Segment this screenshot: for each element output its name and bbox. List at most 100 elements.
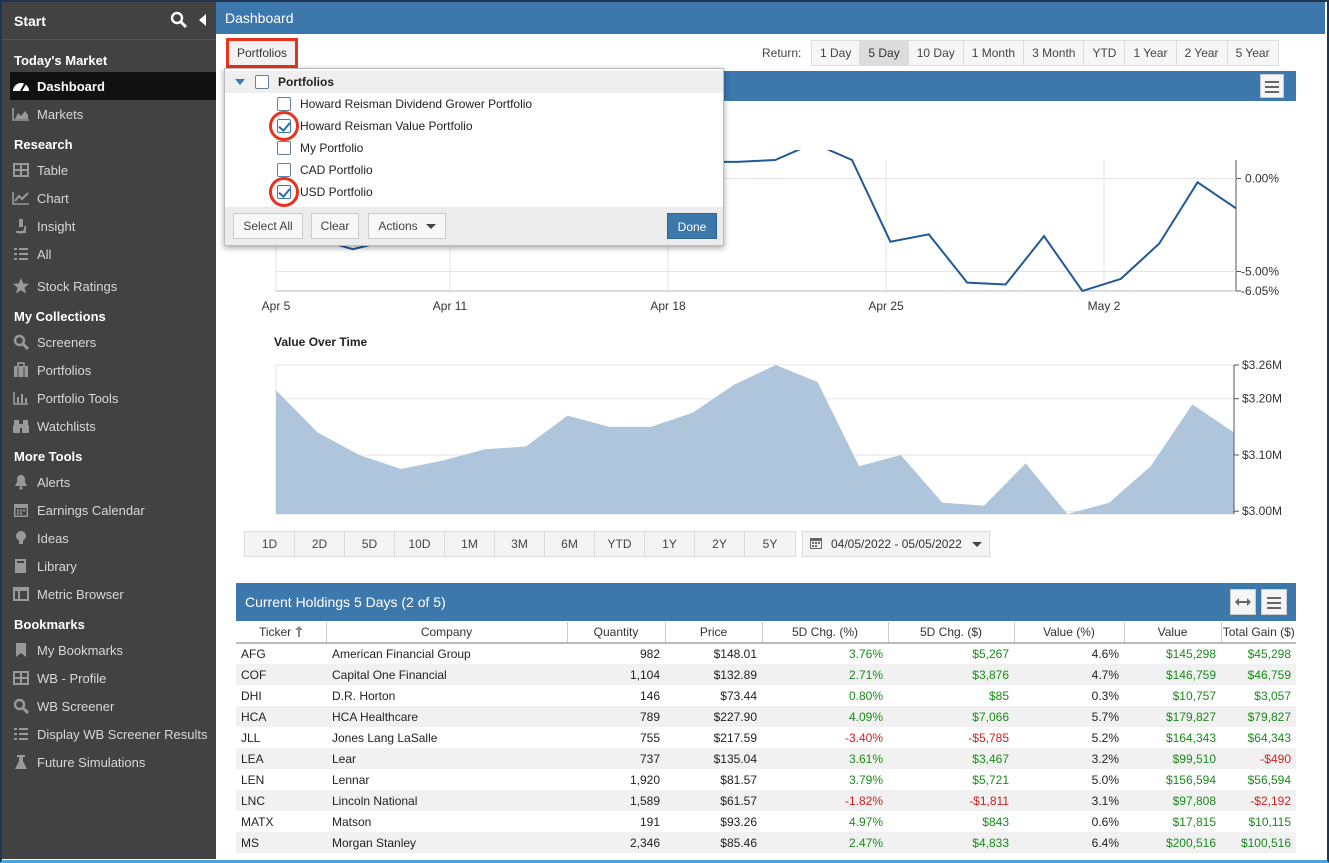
collapse-arrow-icon[interactable] (235, 79, 245, 85)
sidebar-item-label: Portfolios (37, 362, 92, 378)
tab-2-year[interactable]: 2 Year (1176, 41, 1228, 65)
select-all-checkbox[interactable] (255, 75, 269, 89)
select-all-button[interactable]: Select All (233, 213, 303, 239)
book-icon (12, 558, 30, 574)
actions-label: Actions (378, 219, 418, 233)
sidebar-item-table[interactable]: Table (2, 156, 216, 184)
done-button[interactable]: Done (667, 213, 717, 239)
column-header-label: Total Gain ($) (1222, 625, 1295, 639)
sidebar-item-chart[interactable]: Chart (2, 184, 216, 212)
table-header-row: Ticker Company Quantity Price 5D Chg. (%) 5D… (236, 622, 1296, 644)
portfolio-option[interactable]: Howard Reisman Value Portfolio (277, 116, 473, 136)
table-cell: AFG (241, 647, 266, 661)
range-tabs: 1D 2D 5D 10D 1M 3M 6M YTD 1Y 2Y 5Y (244, 531, 796, 557)
table-cell: $843 (982, 814, 1009, 829)
sidebar-item-insight[interactable]: Insight (2, 212, 216, 240)
sort-ascending-icon[interactable] (291, 625, 303, 639)
sidebar-item-portfolio-tools[interactable]: Portfolio Tools (2, 384, 216, 412)
portfolio-option-label: Howard Reisman Dividend Grower Portfolio (300, 97, 533, 111)
table-cell: $97,808 (1124, 790, 1221, 811)
table-cell: $3,876 (888, 664, 1014, 685)
tab-1-day[interactable]: 1 Day (812, 41, 861, 65)
column-header-quantity[interactable]: Quantity (567, 622, 666, 644)
portfolios-button[interactable]: Portfolios (226, 38, 298, 68)
column-header-5d-chg[interactable]: 5D Chg. ($) (888, 622, 1015, 644)
sidebar-item-alerts[interactable]: Alerts (2, 468, 216, 496)
sidebar-item-wb-profile[interactable]: WB - Profile (2, 664, 216, 692)
tab-5-day[interactable]: 5 Day (860, 41, 909, 65)
collapse-sidebar-icon[interactable] (199, 14, 206, 26)
chevron-down-icon (971, 541, 982, 547)
table-row[interactable]: AFG American Financial Group 982 $148.01 3.7… (236, 643, 1296, 664)
tab-1-month[interactable]: 1 Month (963, 41, 1025, 65)
portfolio-checkbox[interactable] (277, 141, 291, 155)
portfolio-option[interactable]: Howard Reisman Dividend Grower Portfolio (277, 94, 532, 114)
table-cell: 0.80% (848, 688, 883, 703)
chart-menu-button[interactable] (1260, 74, 1284, 98)
x-tick-label: Apr 18 (650, 299, 686, 313)
sidebar-item-watchlists[interactable]: Watchlists (2, 412, 216, 440)
sidebar-item-screeners[interactable]: Screeners (2, 328, 216, 356)
column-header-value[interactable]: Value (1124, 622, 1222, 644)
portfolio-option[interactable]: My Portfolio (277, 138, 363, 158)
date-range-picker[interactable]: 04/05/2022 - 05/05/2022 (802, 531, 990, 557)
column-header-price[interactable]: Price (665, 622, 763, 644)
range-tab-10d[interactable]: 10D (395, 532, 445, 556)
table-row[interactable]: HCA HCA Healthcare 789 $227.90 4.09% $7,066 5.… (236, 706, 1296, 727)
table-row[interactable]: JLL Jones Lang LaSalle 755 $217.59 -3.40% -$5… (236, 727, 1296, 748)
tab-3-month[interactable]: 3 Month (1024, 41, 1085, 65)
column-header-label: 5D Chg. (%) (791, 625, 859, 639)
sidebar-item-future-simulations[interactable]: Future Simulations (2, 748, 216, 776)
sidebar-item-my-bookmarks[interactable]: My Bookmarks (2, 636, 216, 664)
tab-1-year[interactable]: 1 Year (1125, 41, 1177, 65)
sidebar-item-display-wb-screener-results[interactable]: Display WB Screener Results (2, 720, 216, 748)
actions-button[interactable]: Actions (368, 213, 446, 239)
range-tab-1y[interactable]: 1Y (645, 532, 695, 556)
column-header-ticker[interactable]: Ticker (236, 622, 327, 644)
sidebar-item-earnings-calendar[interactable]: Earnings Calendar (2, 496, 216, 524)
sidebar-item-markets[interactable]: Markets (2, 100, 216, 128)
sidebar-item-dashboard[interactable]: Dashboard (10, 72, 216, 100)
range-tab-3m[interactable]: 3M (495, 532, 545, 556)
column-header-value[interactable]: Value (%) (1014, 622, 1125, 644)
sidebar-item-all[interactable]: All (2, 240, 216, 268)
tab-10-day[interactable]: 10 Day (908, 41, 964, 65)
range-tab-2y[interactable]: 2Y (695, 532, 745, 556)
sidebar-item-metric-browser[interactable]: Metric Browser (2, 580, 216, 608)
portfolio-checkbox[interactable] (277, 163, 291, 177)
table-row[interactable]: LEN Lennar 1,920 $81.57 3.79% $5,721 5.0% $156,… (236, 769, 1296, 790)
column-header-5d-chg[interactable]: 5D Chg. (%) (762, 622, 889, 644)
sidebar-item-label: Library (37, 558, 77, 574)
holdings-menu-button[interactable] (1261, 589, 1287, 615)
table-row[interactable]: DHI D.R. Horton 146 $73.44 0.80% $85 0.3% $10,7… (236, 685, 1296, 706)
range-tab-5d[interactable]: 5D (345, 532, 395, 556)
sidebar-item-library[interactable]: Library (2, 552, 216, 580)
table-row[interactable]: MS Morgan Stanley 2,346 $85.46 2.47% $4,833 6.… (236, 832, 1296, 853)
table-row[interactable]: LNC Lincoln National 1,589 $61.57 -1.82% -$1,… (236, 790, 1296, 811)
table-row[interactable]: COF Capital One Financial 1,104 $132.89 2.71… (236, 664, 1296, 685)
range-tab-1m[interactable]: 1M (445, 532, 495, 556)
table-row[interactable]: MATX Matson 191 $93.26 4.97% $843 0.6% $17,815 $… (236, 811, 1296, 832)
range-tab-1d[interactable]: 1D (245, 532, 295, 556)
expand-columns-button[interactable] (1230, 589, 1256, 615)
sidebar-item-portfolios[interactable]: Portfolios (2, 356, 216, 384)
table-row[interactable]: LEA Lear 737 $135.04 3.61% $3,467 3.2% $99,510-… (236, 748, 1296, 769)
range-tab-6m[interactable]: 6M (545, 532, 595, 556)
range-tab-5y[interactable]: 5Y (745, 532, 795, 556)
column-header-total-gain[interactable]: Total Gain ($) (1221, 622, 1296, 644)
portfolio-option[interactable]: CAD Portfolio (277, 160, 373, 180)
column-header-company[interactable]: Company (326, 622, 568, 644)
sidebar-item-wb-screener[interactable]: WB Screener (2, 692, 216, 720)
tab-ytd[interactable]: YTD (1084, 41, 1126, 65)
tab-5-year[interactable]: 5 Year (1227, 41, 1278, 65)
table-cell: 4.09% (762, 706, 888, 727)
clear-button[interactable]: Clear (311, 213, 359, 239)
search-icon[interactable] (170, 11, 188, 32)
range-tab-2d[interactable]: 2D (295, 532, 345, 556)
binoculars-icon (12, 418, 30, 434)
dropdown-header[interactable]: Portfolios (225, 71, 723, 93)
portfolio-checkbox[interactable] (277, 97, 291, 111)
sidebar-item-ideas[interactable]: Ideas (2, 524, 216, 552)
sidebar-item-stock-ratings[interactable]: Stock Ratings (2, 272, 216, 300)
range-tab-ytd[interactable]: YTD (595, 532, 645, 556)
